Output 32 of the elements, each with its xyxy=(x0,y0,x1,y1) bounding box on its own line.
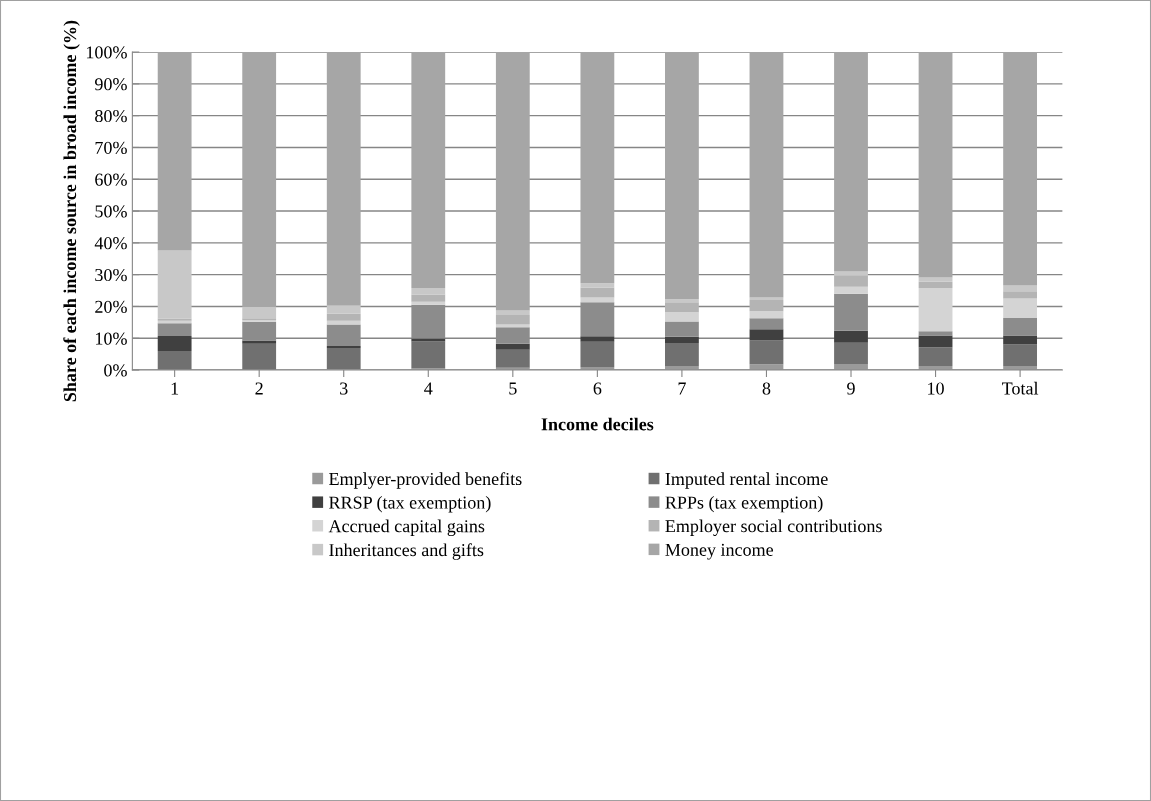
legend-label: Imputed rental income xyxy=(665,472,828,489)
y-tick-label: 100% xyxy=(86,46,127,59)
legend-label: Inheritances and gifts xyxy=(329,543,484,560)
x-tick-label: 5 xyxy=(509,382,517,395)
y-tick-label: 20% xyxy=(95,300,127,313)
x-tick-label: 3 xyxy=(340,382,348,395)
x-tick-label: 6 xyxy=(593,382,602,395)
x-tick-label: 2 xyxy=(255,382,263,395)
x-tick-label: 10 xyxy=(928,382,944,395)
x-axis-title: Income deciles xyxy=(541,417,654,431)
x-tick-label: 9 xyxy=(847,382,855,395)
x-tick-label: 1 xyxy=(171,382,179,395)
y-tick-label: 80% xyxy=(95,109,127,123)
legend-label: Emplyer-provided benefits xyxy=(329,472,522,489)
y-tick-label: 0% xyxy=(104,364,127,377)
y-tick-label: 70% xyxy=(95,141,127,154)
legend-label: Employer social contributions xyxy=(665,519,882,536)
legend-label: RRSP (tax exemption) xyxy=(329,496,491,513)
legend-label: RPPs (tax exemption) xyxy=(665,495,823,513)
x-tick-label: Total xyxy=(1002,381,1039,395)
y-tick-label: 10% xyxy=(96,332,127,345)
x-tick-label: 8 xyxy=(762,382,771,395)
y-tick-label: 50% xyxy=(95,205,127,218)
legend-label: Accrued capital gains xyxy=(328,519,485,537)
y-tick-label: 40% xyxy=(94,237,127,250)
y-axis-title: Share of each income source in broad income (%) xyxy=(63,20,80,402)
y-tick-label: 90% xyxy=(94,78,127,91)
legend-label: Money income xyxy=(665,543,774,560)
y-tick-label: 60% xyxy=(95,173,127,186)
x-tick-label: 7 xyxy=(678,382,686,395)
y-tick-label: 30% xyxy=(95,268,127,282)
x-tick-label: 4 xyxy=(424,382,433,395)
